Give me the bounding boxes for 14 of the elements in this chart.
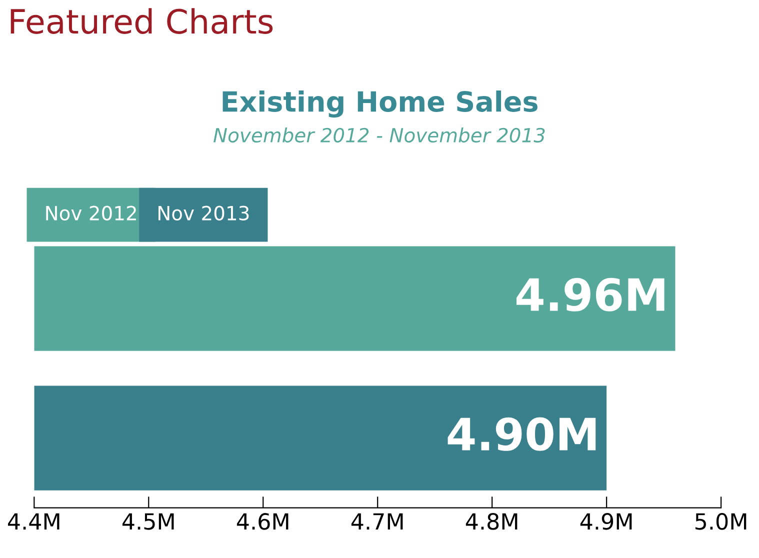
- chart-subtitle: November 2012 - November 2013: [214, 128, 545, 143]
- x-tick-label: 4.6M: [236, 513, 288, 530]
- x-tick-label: 4.9M: [580, 513, 632, 530]
- text: Nov 2013: [158, 206, 249, 220]
- x-tick-label: 4.4M: [8, 513, 60, 530]
- data-label: 4.90M: [448, 417, 596, 451]
- x-tick-label: 4.7M: [351, 513, 403, 530]
- chart-title: Existing Home Sales: [222, 90, 538, 118]
- x-tick-label: 4.5M: [122, 513, 174, 530]
- x-tick-label: 5.0M: [696, 513, 746, 530]
- data-label: 4.96M: [516, 278, 664, 312]
- text: Featured Charts: [10, 8, 273, 34]
- text: Nov 2012: [46, 206, 136, 220]
- x-tick-label: 4.8M: [466, 513, 518, 530]
